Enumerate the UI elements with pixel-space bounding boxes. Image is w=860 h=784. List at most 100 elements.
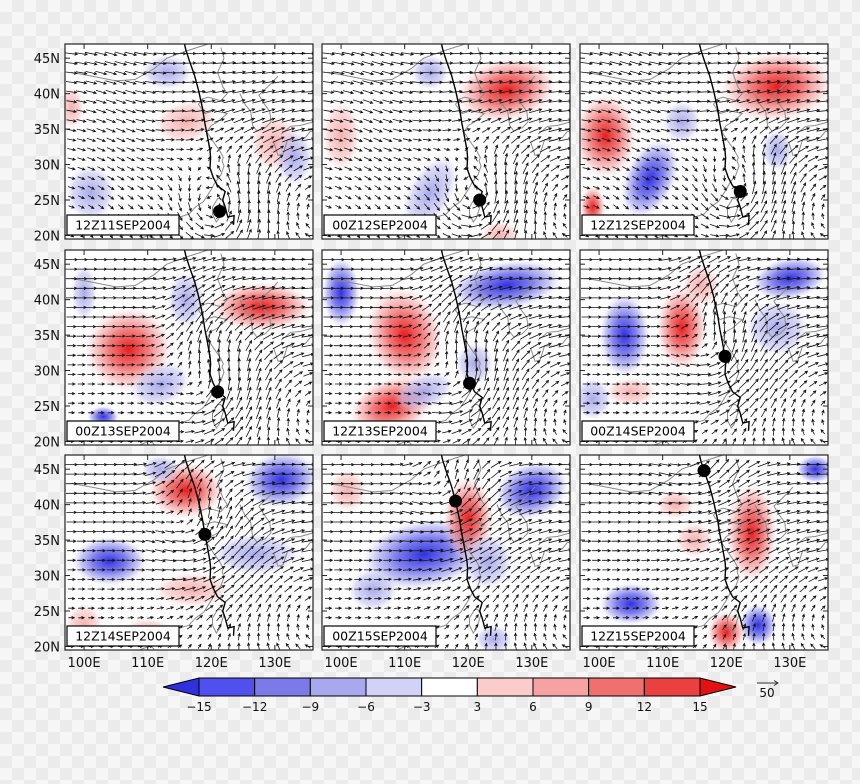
latitude-tick-label: 45N [34,258,60,273]
latitude-tick-label: 30N [34,159,60,174]
longitude-tick-label: 110E [131,656,164,671]
colorbar-segment [198,677,256,697]
panel-label-text: 12Z15SEP2004 [590,629,686,644]
latitude-tick-label: 30N [34,365,60,380]
latitude-tick-label: 20N [34,229,60,244]
latitude-tick-label: 20N [34,435,60,450]
panel-label-text: 00Z14SEP2004 [590,424,686,439]
panel-frame [64,249,314,446]
latitude-tick-label: 25N [34,400,60,415]
typhoon-track [698,455,750,636]
longitude-tick-label: 110E [388,656,421,671]
colorbar-segment [309,677,367,697]
panel-grid: 12Z11SEP2004 00Z12SEP2004 12Z12SEP2004 00Z1… [64,43,829,651]
map-panel: 12Z13SEP2004 [321,249,571,446]
typhoon-position-marker [449,494,463,508]
typhoon-track [440,455,492,636]
map-panel: 00Z15SEP2004 [321,454,571,651]
typhoon-position-marker [213,204,227,218]
latitude-tick-label: 40N [34,88,60,103]
latitude-tick-label: 45N [34,52,60,67]
colorbar-tick-label: −15 [186,700,211,714]
colorbar-tick-label: 6 [529,700,537,714]
colorbar-tick-label: 15 [692,700,707,714]
panel-frame [579,249,829,446]
map-panel: 12Z11SEP2004 [64,43,314,240]
colorbar-tick-label: 12 [637,700,652,714]
panel-timestamp-label: 00Z12SEP2004 [323,214,437,236]
map-panel: 12Z12SEP2004 [579,43,829,240]
colorbar-segment [532,677,590,697]
colorbar: −15 −12 −9 −6 −3 3 6 9 12 15 50 [162,677,779,714]
panel-timestamp-label: 00Z13SEP2004 [66,420,180,442]
colorbar-segment [254,677,311,697]
longitude-tick-label: 130E [773,656,806,671]
colorbar-tick-label: −9 [301,700,319,714]
colorbar-segment [588,677,645,697]
panel-timestamp-label: 00Z14SEP2004 [581,420,695,442]
reference-arrow [757,680,779,686]
colorbar-tick-label: 9 [585,700,593,714]
panel-label-text: 12Z12SEP2004 [590,218,686,233]
longitude-tick-label: 120E [710,656,743,671]
panel-label-text: 12Z13SEP2004 [332,424,428,439]
vector-reference-key: 50 [757,680,779,700]
colorbar-segment [162,677,200,697]
typhoon-position-marker [718,349,732,363]
latitude-tick-label: 45N [34,463,60,478]
panel-frame [64,43,314,240]
typhoon-position-marker [198,527,212,541]
longitude-tick-label: 110E [646,656,679,671]
typhoon-track [698,250,750,431]
panel-label-text: 00Z12SEP2004 [332,218,428,233]
longitude-tick-label: 130E [515,656,548,671]
panel-frame [579,43,829,240]
panel-timestamp-label: 12Z13SEP2004 [323,420,437,442]
latitude-tick-label: 25N [34,605,60,620]
longitude-tick-label: 120E [452,656,485,671]
typhoon-track [698,44,750,225]
colorbar-segment [643,677,701,697]
longitude-tick-label: 130E [258,656,291,671]
colorbar-segment [421,677,478,697]
latitude-tick-label: 35N [34,329,60,344]
panel-label-text: 12Z14SEP2004 [75,629,171,644]
typhoon-track [183,455,235,636]
anomaly-shading [322,54,557,239]
map-panel: 00Z12SEP2004 [321,43,571,240]
latitude-tick-label: 20N [34,640,60,655]
typhoon-position-marker [463,376,477,390]
latitude-tick-label: 35N [34,123,60,138]
longitude-tick-label: 100E [583,656,616,671]
typhoon-position-marker [211,385,225,399]
latitude-tick-label: 35N [34,534,60,549]
panel-frame [321,454,571,651]
latitude-tick-label: 25N [34,194,60,209]
colorbar-segment [476,677,534,697]
reference-arrow-label: 50 [759,686,774,700]
colorbar-tick-label: 3 [474,700,482,714]
colorbar-segment [699,677,737,697]
longitude-tick-label: 120E [195,656,228,671]
map-panel: 12Z14SEP2004 [64,454,314,651]
axes-labels: 45N 40N 35N 30N 25N 20N 45N 40N 35N 30N 25N 20N 45N 4… [34,52,807,671]
panel-frame [579,454,829,651]
latitude-tick-label: 40N [34,499,60,514]
typhoon-position-marker [733,184,747,198]
panel-timestamp-label: 12Z12SEP2004 [581,214,695,236]
latitude-tick-label: 30N [34,570,60,585]
panel-frame [64,454,314,651]
panel-timestamp-label: 12Z14SEP2004 [66,625,180,647]
panel-label-text: 00Z13SEP2004 [75,424,171,439]
map-panel: 00Z14SEP2004 [579,249,829,446]
panel-label-text: 12Z11SEP2004 [75,218,171,233]
panel-timestamp-label: 12Z15SEP2004 [581,625,695,647]
colorbar-segment [365,677,423,697]
colorbar-tick-label: −3 [413,700,431,714]
latitude-tick-label: 40N [34,294,60,309]
colorbar-tick-label: −12 [242,700,267,714]
panel-timestamp-label: 12Z11SEP2004 [66,214,180,236]
colorbar-tick-label: −6 [357,700,375,714]
panel-frame [321,43,571,240]
